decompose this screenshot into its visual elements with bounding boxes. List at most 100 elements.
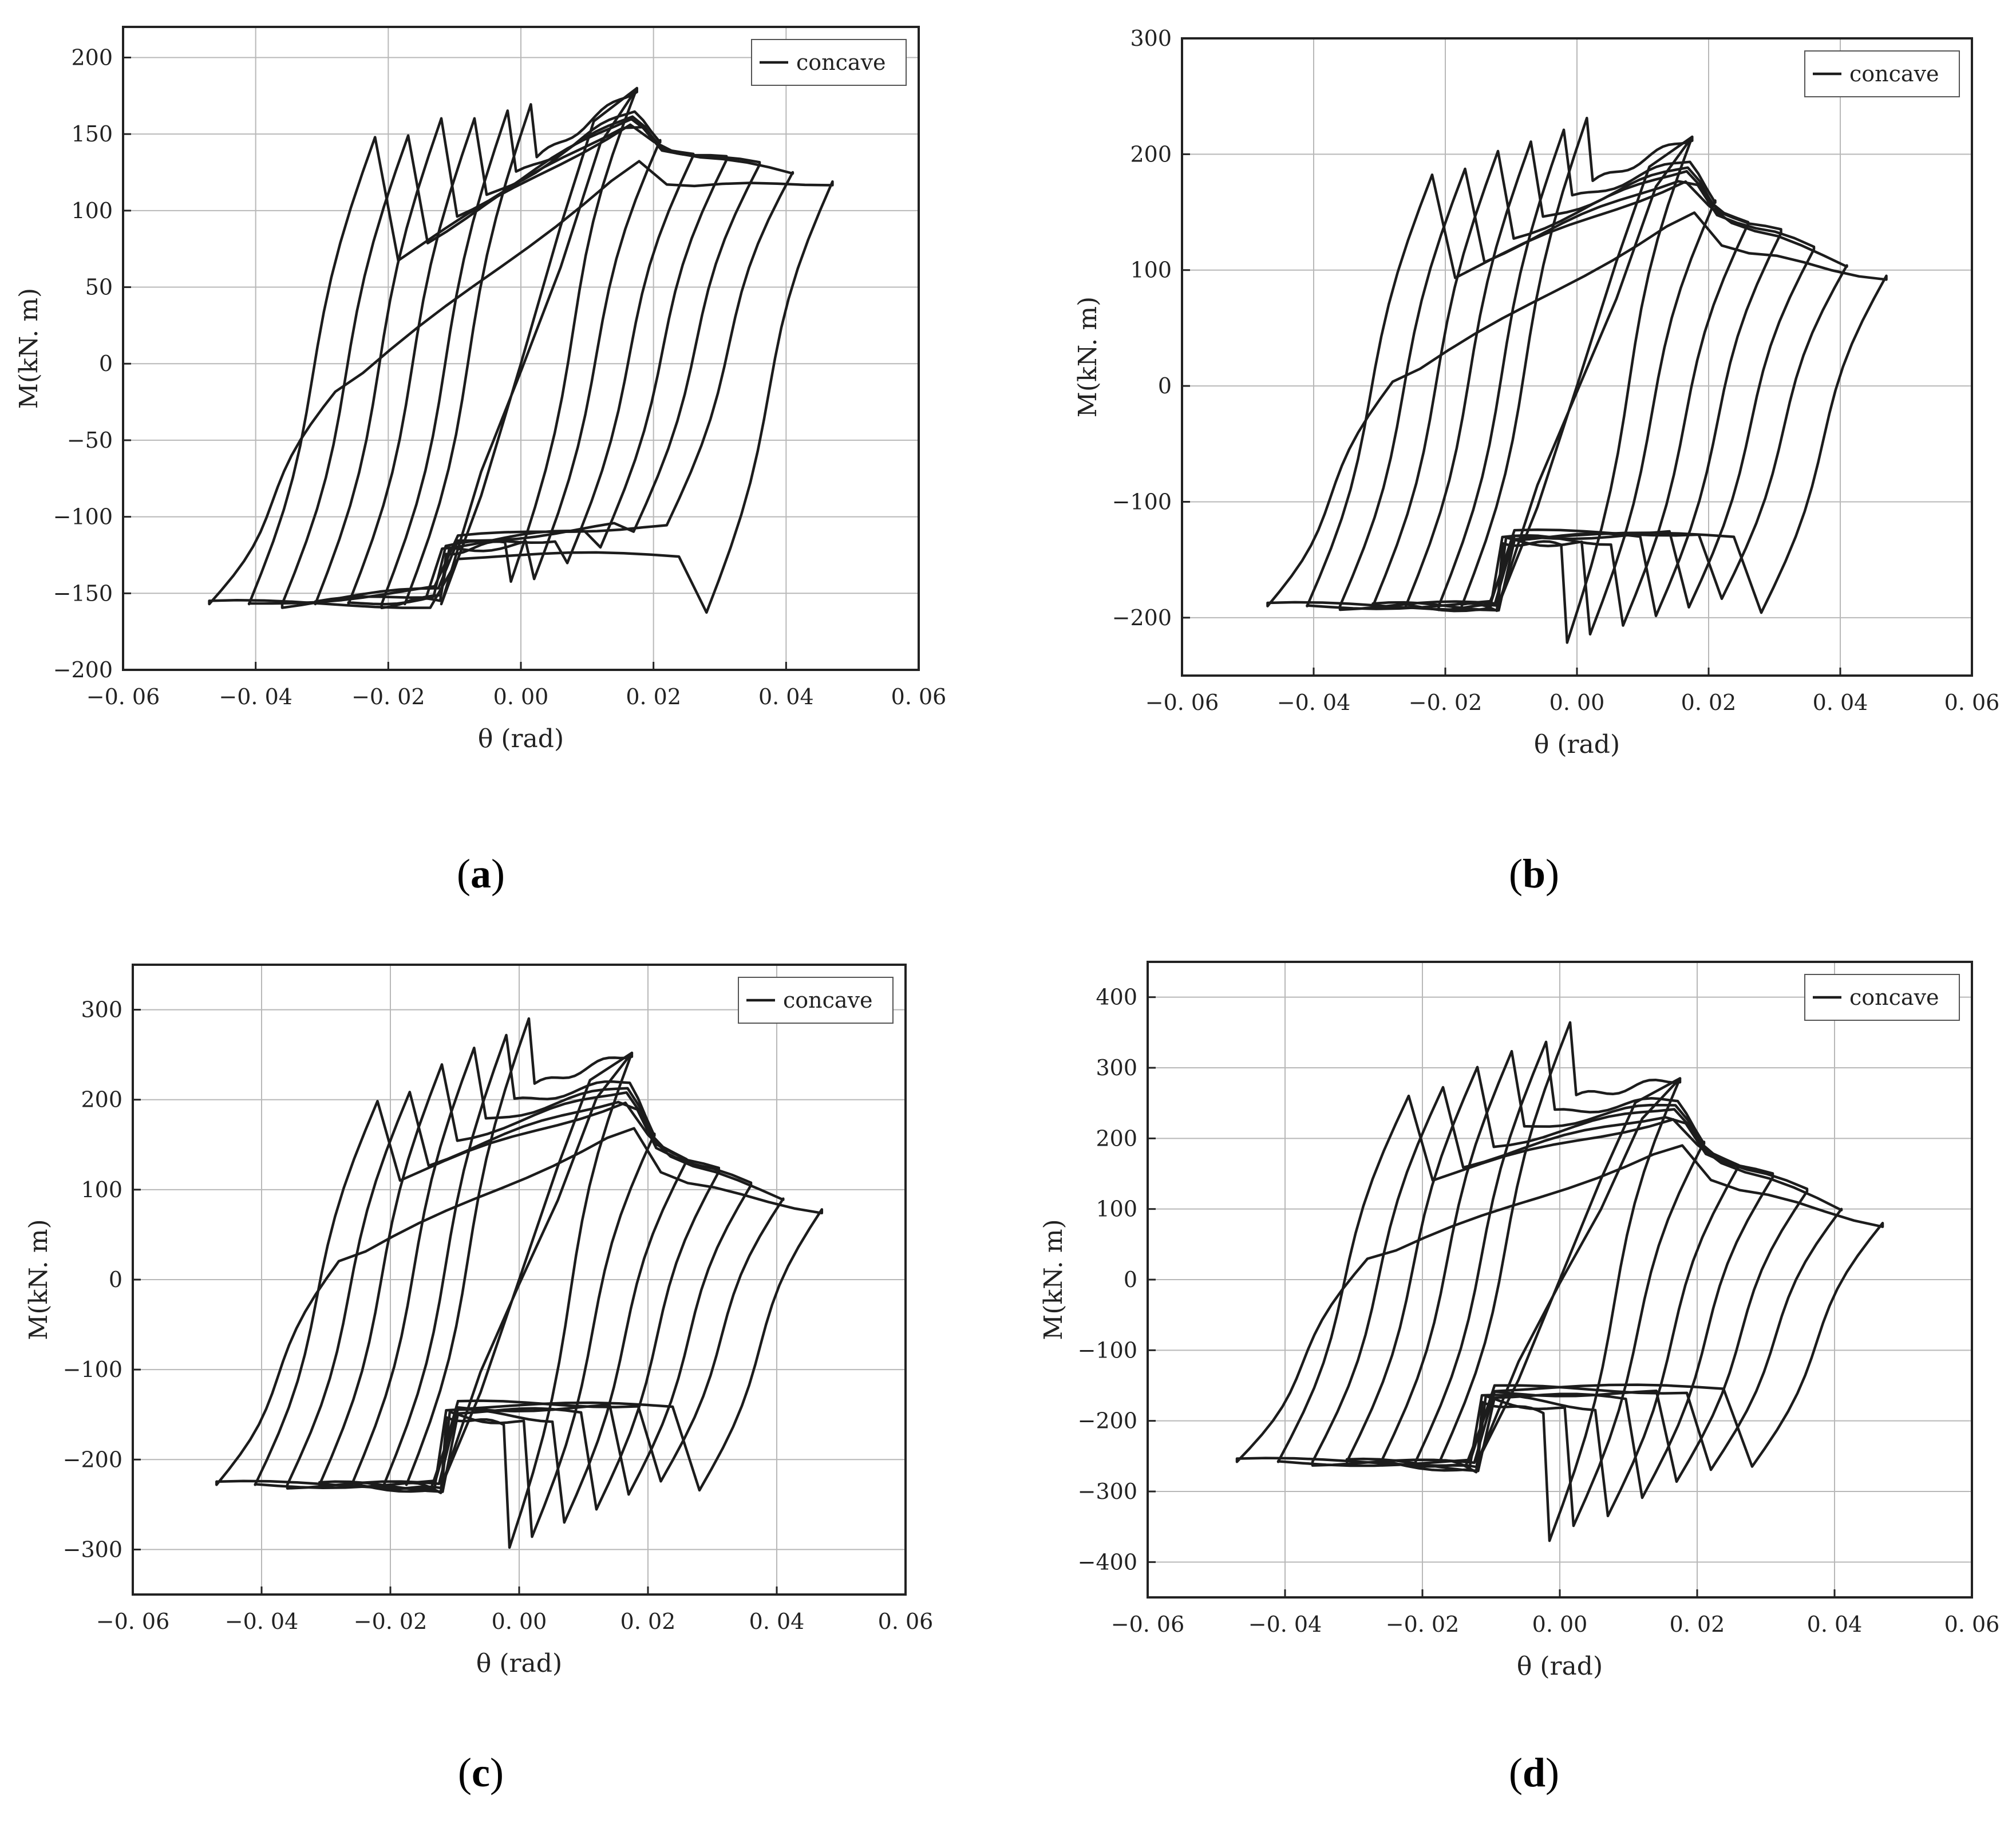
- legend-label: concave: [796, 50, 886, 75]
- panel-a: −0. 06 −0. 04 −0. 02 0. 00 0. 02 0. 04 0. 06 −2…: [14, 26, 947, 897]
- y-tick-label: 300: [81, 997, 122, 1023]
- hysteresis-loop: [208, 160, 834, 614]
- y-tick-label: 0: [1158, 373, 1172, 398]
- hysteresis-initial-loop: [1476, 1077, 1682, 1463]
- x-tick-label: −0. 02: [354, 1609, 428, 1634]
- hysteresis-loop: [1235, 1144, 1884, 1468]
- panel-caption: (d): [1509, 1750, 1559, 1795]
- series-concave: [1266, 116, 1888, 644]
- x-tick-label: 0. 02: [1670, 1612, 1725, 1637]
- y-tick-label: 200: [1130, 141, 1172, 167]
- y-tick-label: 400: [1096, 985, 1137, 1010]
- series-concave: [215, 1017, 824, 1549]
- panel-b: −0. 06 −0. 04 −0. 02 0. 00 0. 02 0. 04 0. 06 −2…: [1073, 26, 1999, 897]
- x-tick-label: −0. 04: [225, 1609, 299, 1634]
- y-tick-label: 0: [109, 1267, 122, 1292]
- x-tick-label: −0. 06: [1145, 690, 1219, 715]
- x-tick-label: 0. 04: [1807, 1612, 1863, 1637]
- panel-caption: (a): [457, 851, 505, 897]
- y-tick-label: −100: [1112, 489, 1172, 514]
- hysteresis-loop: [254, 1100, 785, 1489]
- x-tick-label: 0. 06: [878, 1609, 934, 1634]
- y-axis-label: M(kN. m): [1073, 297, 1102, 417]
- y-tick-label: 0: [1124, 1267, 1137, 1292]
- legend: concave: [1804, 50, 1960, 97]
- x-tick-label: −0. 06: [96, 1609, 170, 1634]
- series-concave: [208, 86, 834, 614]
- x-tick-label: −0. 02: [1409, 690, 1483, 715]
- y-axis-label: M(kN. m): [24, 1219, 53, 1340]
- y-tick-label: 150: [71, 121, 113, 147]
- y-tick-label: −400: [1078, 1549, 1137, 1574]
- y-tick-label: −200: [1078, 1408, 1137, 1434]
- x-tick-label: 0. 06: [1944, 690, 2000, 715]
- y-tick-label: −200: [63, 1447, 122, 1472]
- y-tick-label: −100: [63, 1357, 122, 1382]
- hysteresis-loop: [380, 109, 662, 610]
- y-tick-label: 0: [99, 351, 113, 376]
- hysteresis-initial-loop: [440, 86, 638, 606]
- hysteresis-loop: [215, 1127, 824, 1492]
- legend-label: concave: [1849, 985, 1939, 1010]
- x-tick-label: −0. 04: [1248, 1612, 1322, 1637]
- series-concave: [1235, 1021, 1884, 1542]
- y-tick-label: −200: [53, 657, 113, 682]
- y-tick-label: −300: [63, 1537, 122, 1562]
- y-tick-label: 300: [1130, 26, 1172, 51]
- x-tick-label: −0. 04: [1277, 690, 1351, 715]
- x-tick-label: 0. 04: [1813, 690, 1868, 715]
- x-tick-label: 0. 00: [1549, 690, 1605, 715]
- x-tick-label: −0. 06: [86, 684, 160, 709]
- x-tick-label: 0. 02: [620, 1609, 676, 1634]
- legend: concave: [1804, 974, 1960, 1021]
- x-axis-label: θ (rad): [1517, 1652, 1603, 1681]
- y-tick-label: 100: [71, 198, 113, 223]
- hysteresis-loop: [1266, 211, 1888, 614]
- hysteresis-loop: [1306, 173, 1848, 610]
- y-tick-label: 300: [1096, 1055, 1137, 1080]
- hysteresis-loop: [1276, 1094, 1843, 1471]
- x-tick-label: 0. 02: [626, 684, 681, 709]
- panel-c: −0. 06 −0. 04 −0. 02 0. 00 0. 02 0. 04 0. 06 −3…: [24, 964, 934, 1795]
- legend-label: concave: [783, 988, 873, 1013]
- x-tick-label: 0. 06: [891, 684, 947, 709]
- grid: [133, 965, 906, 1595]
- panel-caption: (c): [458, 1750, 504, 1795]
- y-tick-label: 100: [1130, 258, 1172, 283]
- x-tick-label: 0. 00: [492, 1609, 547, 1634]
- x-tick-label: 0. 00: [1532, 1612, 1588, 1637]
- y-axis-label: M(kN. m): [14, 288, 44, 409]
- x-axis-label: θ (rad): [478, 724, 564, 753]
- y-axis-label: M(kN. m): [1039, 1219, 1068, 1340]
- y-tick-label: −200: [1112, 605, 1172, 630]
- x-tick-label: −0. 06: [1111, 1612, 1185, 1637]
- panel-caption: (b): [1509, 851, 1559, 897]
- y-tick-label: −300: [1078, 1479, 1137, 1504]
- legend-label: concave: [1849, 61, 1939, 86]
- legend: concave: [751, 39, 907, 86]
- hysteresis-loop: [247, 123, 794, 606]
- hysteresis-initial-loop: [440, 1051, 634, 1486]
- y-tick-label: 200: [81, 1087, 122, 1112]
- x-tick-label: 0. 04: [749, 1609, 805, 1634]
- y-tick-label: −100: [1078, 1337, 1137, 1363]
- panel-d: −0. 06 −0. 04 −0. 02 0. 00 0. 02 0. 04 0. 06 −4…: [1039, 961, 2000, 1795]
- y-tick-label: −100: [53, 504, 113, 530]
- legend: concave: [738, 977, 894, 1024]
- y-tick-label: 100: [1096, 1197, 1137, 1222]
- hysteresis-initial-loop: [1496, 135, 1694, 607]
- hysteresis-loop: [1311, 1086, 1809, 1483]
- x-tick-label: 0. 06: [1944, 1612, 2000, 1637]
- x-tick-label: −0. 02: [351, 684, 425, 709]
- y-tick-label: 200: [1096, 1126, 1137, 1151]
- x-tick-label: 0. 00: [493, 684, 549, 709]
- x-tick-label: 0. 02: [1681, 690, 1737, 715]
- y-tick-label: 100: [81, 1177, 122, 1202]
- y-tick-label: 200: [71, 45, 113, 70]
- x-axis-label: θ (rad): [1534, 730, 1620, 759]
- y-tick-label: 50: [85, 275, 113, 300]
- x-axis-label: θ (rad): [476, 1649, 562, 1678]
- y-tick-label: −50: [67, 428, 113, 453]
- y-tick-label: −150: [53, 581, 113, 606]
